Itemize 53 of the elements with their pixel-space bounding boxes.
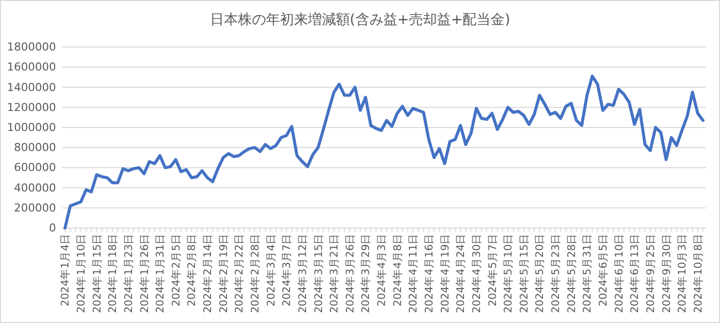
x-tick-label: 2024年5月15日 xyxy=(518,233,530,314)
x-tick-label: 2024年2月8日 xyxy=(186,233,198,306)
x-tick-label: 2024年5月23日 xyxy=(550,233,562,314)
x-tick-label: 2024年6月10日 xyxy=(613,233,626,314)
y-tick-label: 0 xyxy=(49,222,56,235)
x-tick-label: 2024年3月12日 xyxy=(296,233,309,314)
line-series xyxy=(64,74,704,230)
x-tick-label: 2024年5月10日 xyxy=(502,233,515,314)
x-tick-label: 2024年4月24日 xyxy=(455,233,468,314)
y-tick-label: 600000 xyxy=(14,161,56,174)
chart-title: 日本株の年初来増減額(含み益+売却益+配当金) xyxy=(210,11,510,28)
x-tick-label: 2024年1月4日 xyxy=(60,233,72,306)
x-tick-label: 2024年4月11日 xyxy=(408,233,420,314)
x-tick-label: 2024年3月26日 xyxy=(344,233,356,314)
x-tick-label: 2024年3月7日 xyxy=(281,233,294,306)
x-tick-label: 2024年3月4日 xyxy=(265,233,278,306)
x-tick-label: 2024年1月15日 xyxy=(91,233,104,314)
y-tick-label: 1000000 xyxy=(7,120,56,134)
x-tick-label: 2024年10月3日 xyxy=(676,233,689,314)
x-tick-label: 2024年5月31日 xyxy=(582,233,594,314)
x-tick-label: 2024年3月29日 xyxy=(360,233,372,314)
x-tick-label: 2024年3月15日 xyxy=(312,233,325,314)
x-tick-label: 2024年5月7日 xyxy=(486,233,499,306)
x-tick-label: 2024年2月19日 xyxy=(218,233,230,314)
y-tick-label: 1600000 xyxy=(7,60,56,74)
y-tick-label: 1400000 xyxy=(7,80,56,94)
x-tick-label: 2024年2月22日 xyxy=(234,233,246,314)
y-tick-label: 400000 xyxy=(14,181,56,194)
x-tick-label: 2024年2月5日 xyxy=(170,233,182,306)
y-tick-label: 1200000 xyxy=(7,100,56,114)
x-tick-label: 2024年6月5日 xyxy=(597,233,610,306)
x-tick-label: 2024年6月13日 xyxy=(629,233,642,314)
y-tick-label: 1800000 xyxy=(7,40,56,54)
x-tick-label: 2024年1月23日 xyxy=(122,233,135,314)
x-tick-label: 2024年3月21日 xyxy=(328,233,341,314)
x-tick-label: 2024年1月31日 xyxy=(154,233,167,314)
x-tick-label: 2024年1月10日 xyxy=(75,233,88,314)
x-tick-label: 2024年4月19日 xyxy=(439,233,452,314)
y-tick-label: 800000 xyxy=(14,141,56,154)
x-tick-label: 2024年2月28日 xyxy=(249,233,262,314)
x-tick-label: 2024年4月8日 xyxy=(392,233,404,306)
x-tick-label: 2024年5月28日 xyxy=(566,233,578,314)
x-tick-label: 2024年9月25日 xyxy=(644,233,657,314)
x-tick-label: 2024年4月30日 xyxy=(470,233,483,314)
x-tick-label: 2024年9月30日 xyxy=(660,233,673,314)
x-tick-label: 2024年4月16日 xyxy=(423,233,436,314)
x-tick-label: 2024年1月26日 xyxy=(138,233,151,314)
x-tick-label: 2024年1月18日 xyxy=(107,233,120,314)
x-tick-label: 2024年10月8日 xyxy=(692,233,704,314)
x-tick-label: 2024年5月20日 xyxy=(534,233,546,314)
x-tick-label: 2024年4月3日 xyxy=(376,233,388,306)
x-tick-label: 2024年2月14日 xyxy=(202,233,214,314)
y-tick-label: 200000 xyxy=(14,201,56,214)
